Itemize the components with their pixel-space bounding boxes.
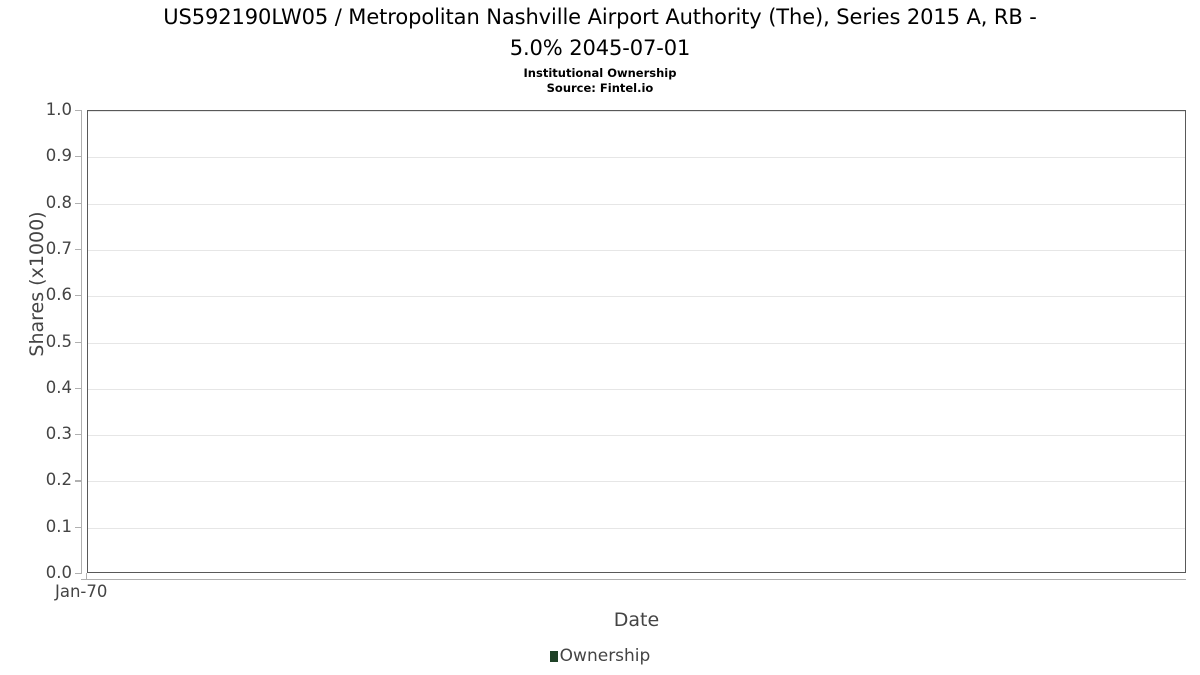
y-tick-mark: [75, 480, 82, 482]
chart-legend: Ownership: [0, 647, 1200, 666]
y-axis-tick-label: 0.8: [45, 192, 72, 212]
y-axis-title: Shares (x1000): [26, 211, 48, 357]
chart-title: US592190LW05 / Metropolitan Nashville Ai…: [0, 2, 1200, 64]
y-axis-tick-label: 0.9: [45, 146, 72, 166]
y-axis-tick-label: 0.5: [45, 331, 72, 351]
gridline: [88, 388, 1185, 390]
y-axis-tick-label: 1.0: [45, 100, 72, 119]
gridline: [88, 481, 1185, 483]
gridline: [88, 111, 1185, 112]
y-axis-tick-label: 0.6: [45, 285, 72, 305]
y-axis-tick-label: 0.4: [45, 377, 72, 397]
y-tick-mark: [75, 341, 82, 343]
gridline: [88, 527, 1185, 529]
plot-area: [87, 110, 1186, 573]
gridline: [88, 435, 1185, 437]
y-axis-tick-label: 0.3: [45, 424, 72, 444]
chart-title-line-2: 5.0% 2045-07-01: [509, 36, 691, 60]
y-tick-mark: [75, 202, 82, 204]
y-axis-tick-labels: 1.0 0.9 0.8 0.7 0.6 0.5 0.4 0.3 0.2 0.1 0.0: [0, 0, 72, 675]
y-tick-mark: [75, 110, 82, 112]
y-axis-tick-label: 0.7: [45, 238, 72, 258]
x-axis-tick-label: Jan-70: [55, 582, 108, 601]
chart-title-line-1: US592190LW05 / Metropolitan Nashville Ai…: [163, 5, 1037, 29]
y-tick-mark: [75, 248, 82, 251]
gridline: [88, 342, 1185, 344]
gridline: [88, 203, 1185, 205]
x-tick-mark: [86, 573, 88, 580]
y-tick-mark: [75, 156, 82, 158]
x-axis-title: Date: [613, 609, 660, 631]
legend-entry[interactable]: Ownership: [549, 646, 651, 666]
chart-subtitle-line-1: Institutional Ownership: [523, 66, 677, 80]
gridline: [88, 157, 1185, 159]
gridline: [88, 296, 1185, 298]
y-tick-mark: [75, 387, 82, 389]
y-tick-mark: [75, 434, 82, 436]
y-axis-tick-label: 0.2: [45, 470, 72, 490]
legend-swatch-icon: [549, 651, 558, 662]
chart-subtitle: Institutional Ownership Source: Fintel.i…: [0, 66, 1200, 96]
gridline: [88, 249, 1185, 251]
legend-label: Ownership: [559, 646, 651, 666]
y-axis-tick-label: 0.1: [45, 516, 72, 536]
x-axis-spine: [81, 579, 1186, 581]
y-tick-mark: [75, 573, 82, 575]
chart-subtitle-source: Source: Fintel.io: [546, 81, 654, 95]
y-tick-mark: [75, 526, 82, 528]
y-axis-tick-label: 0.0: [45, 563, 72, 582]
y-tick-mark: [75, 295, 82, 297]
